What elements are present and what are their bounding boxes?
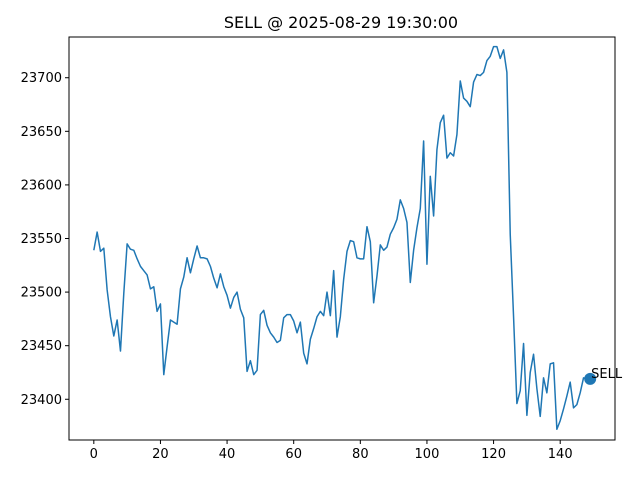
y-tick-label: 23450 bbox=[21, 339, 62, 354]
x-tick-label: 100 bbox=[415, 447, 440, 462]
x-tick-label: 120 bbox=[481, 447, 506, 462]
signal-marker bbox=[584, 372, 597, 385]
x-tick-label: 60 bbox=[285, 447, 302, 462]
x-tick-label: 20 bbox=[152, 447, 169, 462]
x-axis: 0 20 40 60 80 100 120 140 bbox=[90, 440, 573, 462]
axes-frame bbox=[68, 36, 616, 441]
y-tick-label: 23500 bbox=[21, 286, 62, 301]
y-axis: 23400 23450 23500 23550 23600 23650 23700 bbox=[21, 71, 69, 408]
chart-title: SELL @ 2025-08-29 19:30:00 bbox=[224, 13, 458, 32]
x-tick-label: 80 bbox=[352, 447, 369, 462]
y-tick-label: 23650 bbox=[21, 125, 62, 140]
y-tick-label: 23400 bbox=[21, 393, 62, 408]
series-line-0 bbox=[93, 45, 591, 431]
x-tick-label: 0 bbox=[90, 447, 98, 462]
y-tick-label: 23600 bbox=[21, 178, 62, 193]
x-tick-label: 140 bbox=[548, 447, 573, 462]
x-tick-label: 40 bbox=[219, 447, 236, 462]
y-tick-label: 23550 bbox=[21, 232, 62, 247]
signal-label: SELL bbox=[591, 367, 623, 382]
y-tick-label: 23700 bbox=[21, 71, 62, 86]
